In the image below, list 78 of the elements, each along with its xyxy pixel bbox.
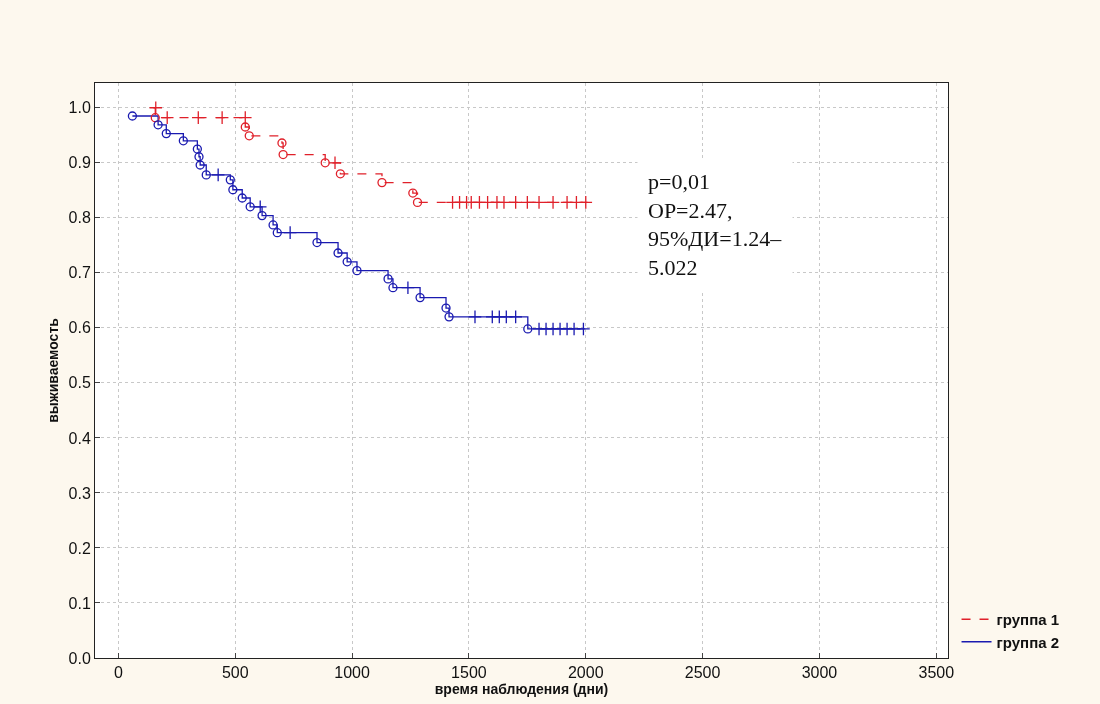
y-axis-title: выживаемость <box>45 317 62 423</box>
point <box>342 257 352 267</box>
y-tick-label: 0.1 <box>68 594 91 612</box>
point <box>127 111 138 121</box>
point <box>320 158 330 168</box>
point <box>523 324 533 334</box>
point <box>161 128 171 139</box>
x-tick-label: 3000 <box>801 664 838 682</box>
point <box>312 237 322 248</box>
point <box>150 113 160 123</box>
point <box>468 309 482 324</box>
point <box>272 228 282 238</box>
point <box>278 149 288 160</box>
x-tick-label: 2500 <box>684 664 721 682</box>
point <box>444 312 454 322</box>
point <box>244 131 254 141</box>
y-tick-label: 1.0 <box>68 99 91 117</box>
point <box>408 188 418 198</box>
point <box>520 195 535 210</box>
point <box>178 136 188 146</box>
point <box>215 110 230 125</box>
point <box>245 202 255 212</box>
point <box>194 152 204 162</box>
point <box>201 170 211 180</box>
point <box>195 160 205 170</box>
x-tick-label: 500 <box>221 664 249 682</box>
point <box>532 195 546 210</box>
x-axis-title: время наблюдения (дни) <box>434 681 609 698</box>
x-tick-label: 0 <box>113 664 123 682</box>
point <box>328 155 342 170</box>
legend-label: группа 1 <box>996 611 1060 629</box>
point <box>333 248 343 258</box>
point <box>415 292 425 303</box>
point <box>148 100 163 115</box>
point <box>153 120 163 130</box>
y-tick-label: 0.5 <box>68 374 91 392</box>
x-tick-label: 1000 <box>334 664 370 682</box>
point <box>546 195 560 210</box>
point <box>578 195 593 210</box>
point <box>508 309 523 324</box>
point <box>283 225 298 240</box>
point <box>191 110 206 125</box>
point <box>237 193 247 203</box>
point <box>253 199 268 214</box>
y-tick-label: 0.2 <box>68 539 91 557</box>
point <box>441 303 451 313</box>
y-tick-label: 0.9 <box>68 154 91 172</box>
point <box>238 110 253 125</box>
point <box>352 265 362 276</box>
y-tick-label: 0.7 <box>68 264 91 282</box>
point <box>225 175 235 185</box>
y-tick-label: 0.4 <box>68 429 91 447</box>
point <box>211 167 226 182</box>
point <box>257 210 267 221</box>
point <box>383 274 393 284</box>
point <box>268 220 278 230</box>
point <box>240 122 250 132</box>
x-tick-label: 2000 <box>567 664 604 682</box>
y-tick-label: 0.0 <box>68 649 91 667</box>
point <box>497 195 511 210</box>
point <box>576 322 591 336</box>
legend-label: группа 2 <box>996 633 1060 651</box>
point <box>228 185 238 195</box>
annotation: p=0,01 ОР=2.47, 95%ДИ=1.24– 5.022 <box>648 169 783 280</box>
point <box>388 283 398 293</box>
point <box>277 138 287 148</box>
point <box>400 280 415 295</box>
point <box>335 169 346 179</box>
point <box>412 197 423 208</box>
point <box>377 177 387 188</box>
x-tick-label: 3500 <box>918 664 955 682</box>
point <box>192 144 203 154</box>
y-tick-label: 0.3 <box>68 484 91 502</box>
point <box>508 195 523 210</box>
point <box>160 110 175 125</box>
x-tick-label: 1500 <box>451 664 487 682</box>
y-tick-label: 0.6 <box>68 319 91 337</box>
y-tick-label: 0.8 <box>68 209 91 227</box>
